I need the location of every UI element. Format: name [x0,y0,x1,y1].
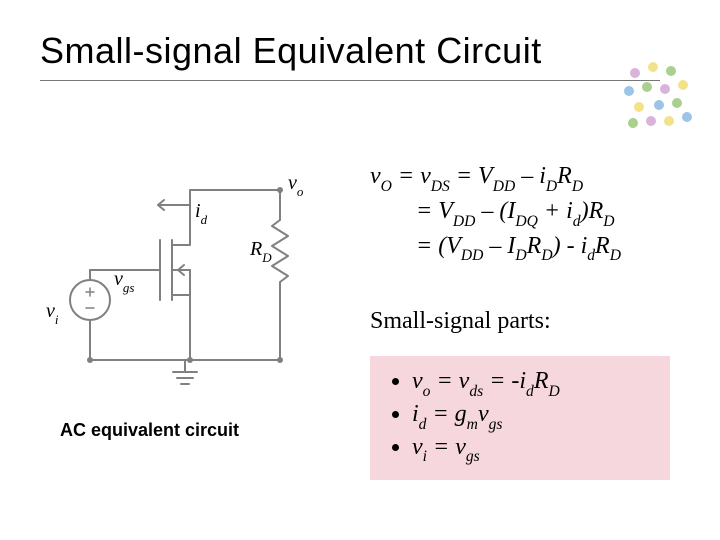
circuit-diagram: vo id RD vgs vi [40,150,320,410]
decor-dot [660,84,670,94]
decor-dot [630,68,640,78]
decor-dot [666,66,676,76]
circuit-svg [40,150,320,410]
bullet-box: vo = vds = -idRD id = gmvgs vi = vgs [370,356,670,480]
circuit-caption: AC equivalent circuit [60,420,239,441]
decor-dot [678,80,688,90]
label-id: id [195,200,207,226]
decor-dot [624,86,634,96]
decorative-dots [620,62,700,142]
decor-dot [648,62,658,72]
bullet-1: vo = vds = -idRD [412,368,646,399]
small-signal-label: Small-signal parts: [370,308,551,335]
equation-block: vO = vDS = VDD – iDRD = VDD – (IDQ + id)… [370,160,621,265]
page-title: Small-signal Equivalent Circuit [40,30,542,72]
decor-dot [646,116,656,126]
eq-line-3: = (VDD – IDRD) - idRD [370,230,621,265]
label-vgs: vgs [114,268,134,294]
decor-dot [672,98,682,108]
decor-dot [628,118,638,128]
decor-dot [664,116,674,126]
eq-line-2: = VDD – (IDQ + id)RD [370,195,621,230]
label-vi: vi [46,300,59,326]
decor-dot [682,112,692,122]
decor-dot [654,100,664,110]
title-underline [40,80,660,81]
decor-dot [642,82,652,92]
decor-dot [634,102,644,112]
bullet-3: vi = vgs [412,434,646,465]
label-vo: vo [288,172,303,198]
slide: Small-signal Equivalent Circuit [0,0,720,540]
bullet-2: id = gmvgs [412,401,646,432]
eq-line-1: vO = vDS = VDD – iDRD [370,160,621,195]
label-RD: RD [250,238,272,264]
